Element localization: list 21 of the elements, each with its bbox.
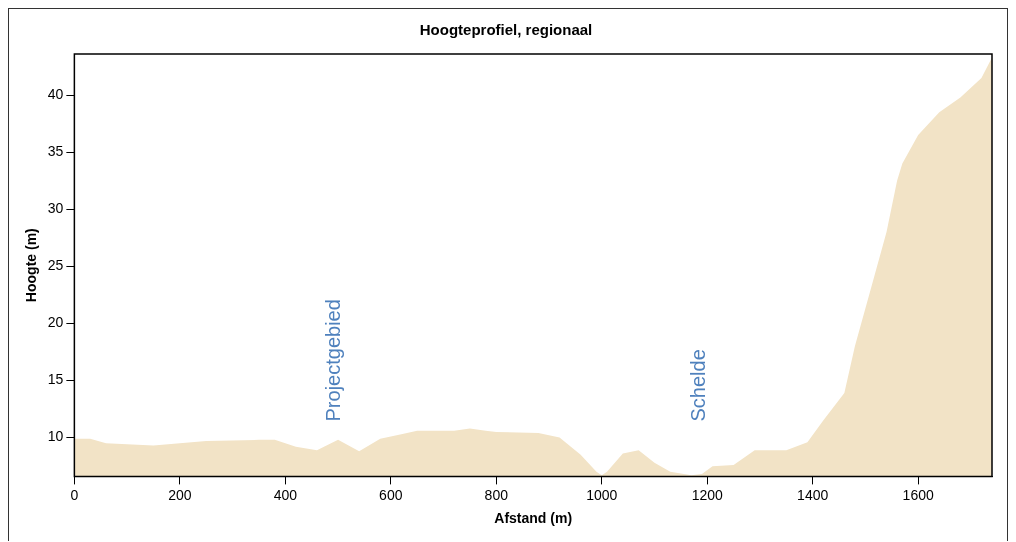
x-tick-label: 400 xyxy=(273,486,298,503)
x-tick-label: 800 xyxy=(484,486,509,503)
x-tick-label: 1400 xyxy=(797,486,829,503)
y-tick-label: 30 xyxy=(47,200,64,217)
x-tick-label: 600 xyxy=(379,486,403,503)
chart-title: Hoogteprofiel, regionaal xyxy=(419,21,593,39)
x-tick-label: 1200 xyxy=(691,486,723,503)
y-tick-label: 15 xyxy=(47,371,64,388)
y-tick-label: 35 xyxy=(47,143,64,160)
y-tick-label: 25 xyxy=(47,257,64,274)
x-axis-title: Afstand (m) xyxy=(494,510,573,527)
x-tick-label: 200 xyxy=(168,486,192,503)
x-tick-label: 0 xyxy=(70,486,79,503)
y-tick-label: 10 xyxy=(47,428,64,445)
y-tick-label: 40 xyxy=(47,85,64,102)
annotation: Projectgebied xyxy=(321,299,344,422)
annotation: Schelde xyxy=(686,349,709,422)
y-axis-title: Hoogte (m) xyxy=(23,228,40,303)
x-tick-label: 1000 xyxy=(586,486,618,503)
x-tick-label: 1600 xyxy=(902,486,934,503)
y-tick-label: 20 xyxy=(47,314,64,331)
